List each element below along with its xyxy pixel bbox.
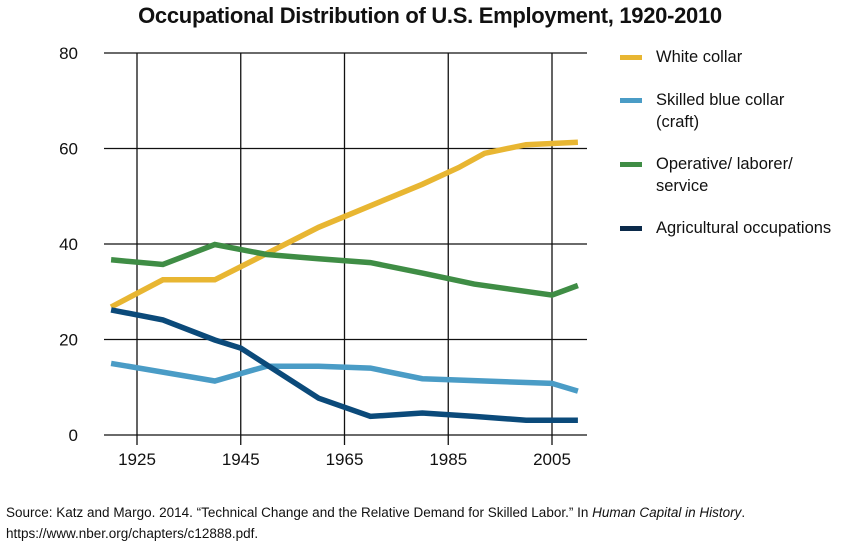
series-line-agricultural-occupations bbox=[110, 307, 578, 423]
series-lines bbox=[109, 139, 579, 423]
x-tick-label: 1965 bbox=[326, 450, 364, 469]
legend-item-white-collar: White collar bbox=[620, 46, 856, 68]
y-tick-label: 40 bbox=[59, 235, 78, 254]
legend-item-skilled-blue-collar: Skilled blue collar (craft) bbox=[620, 89, 826, 133]
source-url[interactable]: https://www.nber.org/chapters/c12888.pdf… bbox=[6, 526, 259, 541]
x-tick-label: 1925 bbox=[118, 450, 156, 469]
legend-item-agricultural: Agricultural occupations bbox=[620, 217, 856, 239]
x-tick-label: 1985 bbox=[429, 450, 467, 469]
source-period: . bbox=[741, 505, 746, 520]
legend-swatch-agricultural bbox=[620, 226, 642, 231]
source-book-title: Human Capital in History bbox=[592, 505, 742, 520]
legend-label: White collar bbox=[656, 48, 743, 66]
y-tick-label: 60 bbox=[59, 140, 78, 159]
legend-label: Agricultural occupations bbox=[656, 219, 832, 237]
legend-swatch-white-collar bbox=[620, 55, 642, 60]
y-tick-label: 20 bbox=[59, 331, 78, 350]
x-tick-label: 2005 bbox=[533, 450, 571, 469]
x-tick-label: 1945 bbox=[222, 450, 260, 469]
legend-label: Skilled blue collar (craft) bbox=[656, 91, 785, 131]
y-tick-label: 80 bbox=[59, 44, 78, 63]
legend-swatch-operative bbox=[620, 162, 642, 167]
chart-title: Occupational Distribution of U.S. Employ… bbox=[138, 3, 722, 28]
source-citation: Source: Katz and Margo. 2014. “Technical… bbox=[6, 502, 745, 544]
series-line-operative-laborer-service bbox=[110, 241, 579, 298]
y-tick-label: 0 bbox=[69, 426, 78, 445]
x-axis-ticks: 1925 1945 1965 1985 2005 bbox=[118, 450, 571, 469]
series-line-white-collar bbox=[109, 139, 579, 310]
grid-lines bbox=[104, 52, 587, 445]
legend-label: Operative/ laborer/ service bbox=[656, 155, 793, 195]
legend-item-operative: Operative/ laborer/ service bbox=[620, 153, 826, 197]
legend-swatch-skilled-blue-collar bbox=[620, 98, 642, 103]
y-axis-ticks: 0 20 40 60 80 bbox=[59, 44, 78, 445]
source-text: Source: Katz and Margo. 2014. “Technical… bbox=[6, 505, 593, 520]
series-line-skilled-blue-collar-craft bbox=[110, 360, 579, 394]
